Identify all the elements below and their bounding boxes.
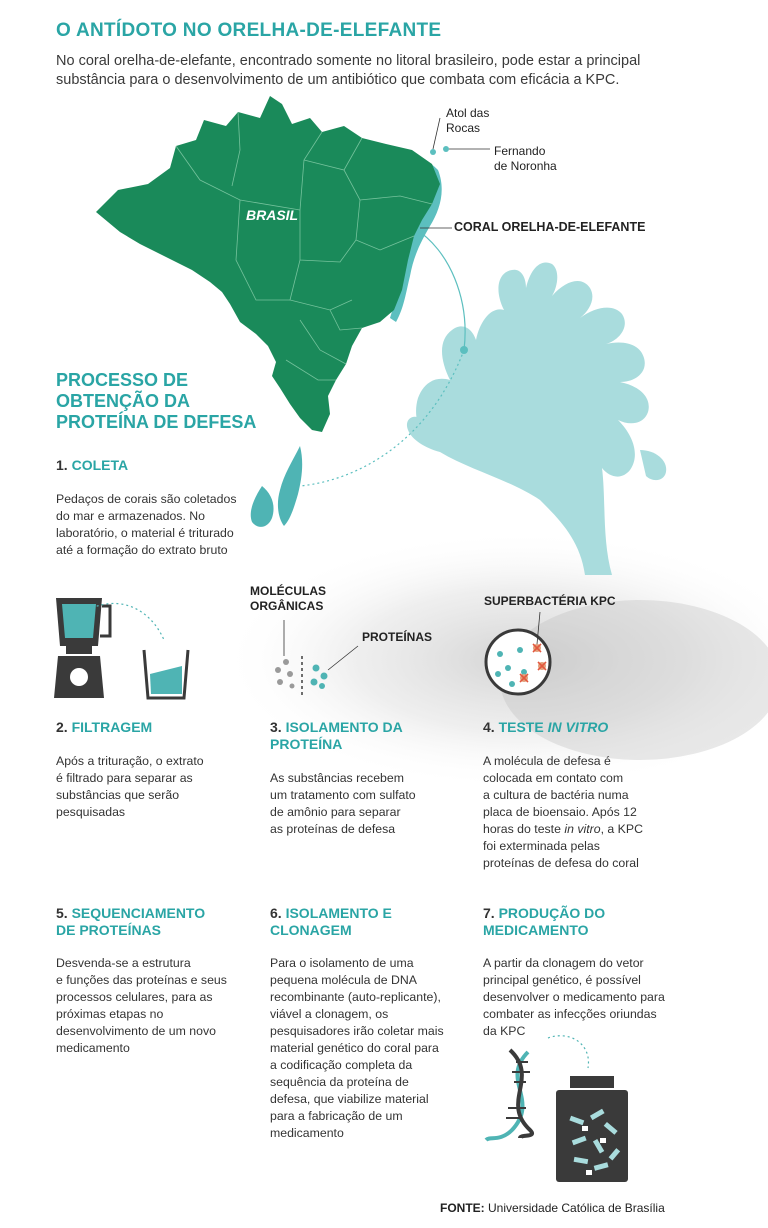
atol-das-rocas-label: Atol das Rocas	[446, 106, 490, 135]
map-country-label: BRASIL	[246, 207, 299, 223]
dna-to-medicine-arrow	[547, 1035, 590, 1069]
medicine-bottle-icon	[556, 1076, 628, 1182]
step-7-text: A partir da clonagem do vetor principal g…	[483, 956, 665, 1038]
step-5-heading: 5. SEQUENCIAMENTO DE PROTEÍNAS	[56, 905, 206, 938]
atol-leader-line	[432, 117, 441, 150]
intro-text: No coral orelha-de-elefante, encontrado …	[56, 53, 641, 88]
petri-dish-icon	[484, 611, 552, 696]
step-6-heading: 6. ISOLAMENTO E CLONAGEM	[270, 905, 392, 938]
molecules-label: MOLÉCULAS ORGÂNICAS	[250, 584, 326, 613]
step-3-heading: 3. ISOLAMENTO DA PROTEÍNA	[270, 719, 403, 752]
proteins-label: PROTEÍNAS	[362, 630, 433, 644]
dna-helix-icon	[484, 1048, 534, 1142]
brazil-map	[96, 96, 440, 432]
step-7-heading: 7. PRODUÇÃO DO MEDICAMENTO	[483, 905, 606, 938]
coral-illustration	[406, 262, 667, 575]
coral-fragments-icon	[250, 446, 303, 527]
beaker-icon	[142, 649, 190, 700]
step-1-heading: 1. COLETA	[56, 457, 129, 473]
fernando-de-noronha-label: Fernando de Noronha	[494, 144, 557, 173]
coral-to-sample-connector	[299, 349, 465, 487]
step-2-text: Após a trituração, o extrato é filtrado p…	[56, 754, 204, 819]
blender-icon	[54, 598, 112, 698]
source-credit: FONTE: Universidade Católica de Brasília	[440, 1201, 665, 1215]
coral-label: CORAL ORELHA-DE-ELEFANTE	[454, 220, 646, 234]
process-title: PROCESSO DE OBTENÇÃO DA PROTEÍNA DE DEFE…	[56, 370, 257, 432]
coast-connector	[413, 227, 466, 351]
step-6-text: Para o isolamento de uma pequena molécula…	[270, 956, 444, 1140]
fernando-de-noronha-marker	[443, 146, 449, 152]
step-3-text: As substâncias recebem um tratamento com …	[270, 771, 416, 836]
step-2-heading: 2. FILTRAGEM	[56, 719, 153, 735]
step-4-text: A molécula de defesa é colocada em contat…	[483, 754, 643, 870]
state-borders	[175, 111, 433, 381]
step-4-heading: 4. TESTE IN VITRO	[483, 719, 609, 735]
superbacteria-label: SUPERBACTÉRIA KPC	[484, 594, 616, 608]
step-5-text: Desvenda-se a estrutura e funções das pro…	[56, 956, 227, 1055]
molecules-icon	[275, 620, 359, 696]
step-1-text: Pedaços de corais são coletados do mar e …	[56, 492, 237, 557]
page-title: O ANTÍDOTO NO ORELHA-DE-ELEFANTE	[56, 20, 442, 41]
atol-das-rocas-marker	[430, 149, 436, 155]
